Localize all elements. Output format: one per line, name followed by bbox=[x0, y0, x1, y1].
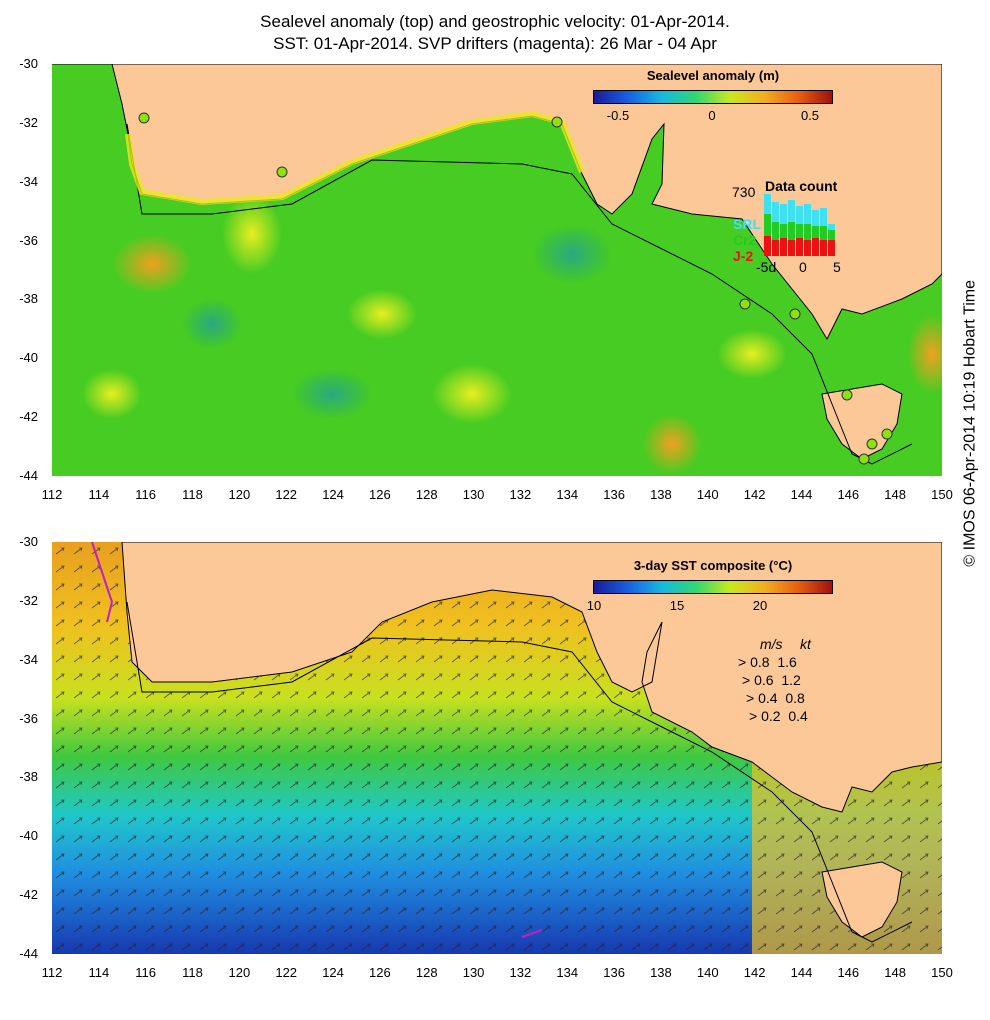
figure-title-line2: SST: 01-Apr-2014. SVP drifters (magenta)… bbox=[273, 34, 717, 53]
xtick-top-10: 132 bbox=[509, 487, 532, 502]
xtick-top-3: 118 bbox=[182, 487, 203, 502]
xtick-top-17: 146 bbox=[837, 487, 860, 502]
ytick-bottom-7: -44 bbox=[19, 946, 38, 961]
xtick-top-7: 126 bbox=[369, 487, 391, 502]
xtick-top-9: 130 bbox=[462, 487, 485, 502]
xtick-bottom-7: 126 bbox=[369, 965, 391, 980]
xtick-bottom-4: 120 bbox=[228, 965, 251, 980]
xtick-bottom-9: 130 bbox=[462, 965, 485, 980]
ytick-top-4: -38 bbox=[19, 291, 38, 307]
data-count-series-j2: J-2 bbox=[733, 248, 754, 264]
ytick-bottom-0: -30 bbox=[19, 534, 38, 549]
sst-slope-contour bbox=[126, 601, 913, 943]
xtick-bottom-10: 132 bbox=[509, 965, 532, 980]
velocity-legend-ms-header: m/s bbox=[760, 636, 783, 652]
ytick-top-6: -42 bbox=[19, 409, 38, 425]
ytick-bottom-6: -42 bbox=[19, 887, 38, 903]
xtick-bottom-18: 148 bbox=[884, 965, 906, 980]
xtick-bottom-13: 138 bbox=[650, 965, 672, 980]
data-count-max: 730 bbox=[732, 184, 756, 200]
ytick-bottom-5: -40 bbox=[19, 828, 38, 844]
sealevel-map bbox=[52, 64, 942, 476]
velocity-legend-row-2: > 0.6 1.2 bbox=[742, 672, 801, 688]
xtick-top-11: 134 bbox=[556, 487, 579, 502]
ytick-bottom-4: -38 bbox=[19, 769, 38, 785]
xtick-bottom-17: 146 bbox=[837, 965, 860, 980]
tide-gauge-markers bbox=[138, 112, 893, 465]
xtick-bottom-16: 144 bbox=[790, 965, 813, 980]
velocity-legend-row-1: > 0.8 1.6 bbox=[738, 654, 797, 670]
sealevel-colorbar-tick-zero: 0 bbox=[708, 108, 716, 123]
ytick-top-2: -34 bbox=[19, 173, 38, 189]
velocity-legend-row-3: > 0.4 0.8 bbox=[746, 690, 805, 706]
data-count-series-srl: SRL bbox=[733, 216, 761, 232]
data-count-bars bbox=[764, 194, 835, 256]
xtick-top-14: 140 bbox=[696, 487, 719, 502]
ytick-bottom-3: -36 bbox=[19, 710, 38, 726]
velocity-legend-row-4: > 0.2 0.4 bbox=[749, 708, 808, 724]
xtick-top-18: 148 bbox=[884, 487, 906, 502]
xtick-bottom-15: 142 bbox=[743, 965, 766, 980]
figure-title-line1: Sealevel anomaly (top) and geostrophic v… bbox=[260, 12, 730, 31]
coastal-band bbox=[125, 110, 585, 206]
data-count-xtick-left: -5d bbox=[756, 259, 777, 275]
xtick-bottom-0: 112 bbox=[41, 965, 63, 980]
sst-colorbar-tick-15: 15 bbox=[669, 598, 685, 613]
xtick-bottom-8: 128 bbox=[415, 965, 438, 980]
xtick-top-15: 142 bbox=[743, 487, 766, 502]
sealevel-colorbar bbox=[593, 90, 833, 104]
data-count-title: Data count bbox=[765, 178, 838, 194]
ytick-bottom-2: -34 bbox=[19, 651, 38, 667]
drifter-track-2 bbox=[521, 929, 543, 938]
ytick-top-5: -40 bbox=[19, 350, 38, 366]
xtick-top-6: 124 bbox=[322, 487, 344, 502]
xtick-top-16: 144 bbox=[790, 487, 813, 502]
ytick-bottom-1: -32 bbox=[19, 592, 38, 608]
tasmania-bottom bbox=[821, 861, 903, 938]
sealevel-colorbar-tick-neg: -0.5 bbox=[606, 108, 630, 123]
drifter-track bbox=[91, 542, 114, 623]
sealevel-colorbar-title: Sealevel anomaly (m) bbox=[646, 68, 780, 83]
xtick-top-13: 138 bbox=[650, 487, 672, 502]
sst-colorbar bbox=[593, 580, 833, 594]
data-count-series-cr2: Cr2 bbox=[733, 232, 757, 248]
xtick-bottom-14: 140 bbox=[696, 965, 719, 980]
ytick-top-0: -30 bbox=[19, 56, 38, 71]
ytick-top-7: -44 bbox=[19, 468, 38, 483]
xtick-top-5: 122 bbox=[275, 487, 298, 502]
ytick-top-1: -32 bbox=[19, 114, 38, 130]
xtick-bottom-19: 150 bbox=[931, 965, 953, 980]
anomaly-blobs bbox=[82, 194, 942, 474]
sst-map bbox=[52, 542, 942, 954]
xtick-top-0: 112 bbox=[41, 487, 63, 502]
sst-colorbar-tick-20: 20 bbox=[752, 598, 768, 613]
xtick-bottom-2: 116 bbox=[135, 965, 157, 980]
xtick-top-12: 136 bbox=[603, 487, 625, 502]
xtick-bottom-3: 118 bbox=[182, 965, 203, 980]
sst-map-panel bbox=[52, 542, 942, 954]
xtick-top-8: 128 bbox=[415, 487, 438, 502]
xtick-bottom-5: 122 bbox=[275, 965, 298, 980]
sealevel-map-panel bbox=[52, 64, 942, 476]
xtick-top-4: 120 bbox=[228, 487, 251, 502]
australia-land-bottom bbox=[121, 542, 942, 813]
xtick-bottom-11: 134 bbox=[556, 965, 579, 980]
xtick-bottom-6: 124 bbox=[322, 965, 344, 980]
xtick-bottom-12: 136 bbox=[603, 965, 625, 980]
data-count-xtick-mid: 0 bbox=[799, 259, 807, 275]
velocity-legend-kt-header: kt bbox=[800, 636, 811, 652]
xtick-top-2: 116 bbox=[135, 487, 157, 502]
xtick-top-1: 114 bbox=[88, 487, 110, 502]
xtick-bottom-1: 114 bbox=[88, 965, 110, 980]
xtick-top-19: 150 bbox=[931, 487, 953, 502]
sealevel-colorbar-tick-pos: 0.5 bbox=[800, 108, 820, 123]
imos-credit: © IMOS 06-Apr-2014 10:19 Hobart Time bbox=[962, 280, 979, 567]
sst-colorbar-tick-10: 10 bbox=[586, 598, 602, 613]
ytick-top-3: -36 bbox=[19, 232, 38, 248]
data-count-xtick-right: 5 bbox=[833, 259, 841, 275]
continental-slope-contour bbox=[126, 123, 913, 465]
sst-colorbar-title: 3-day SST composite (°C) bbox=[633, 558, 793, 573]
